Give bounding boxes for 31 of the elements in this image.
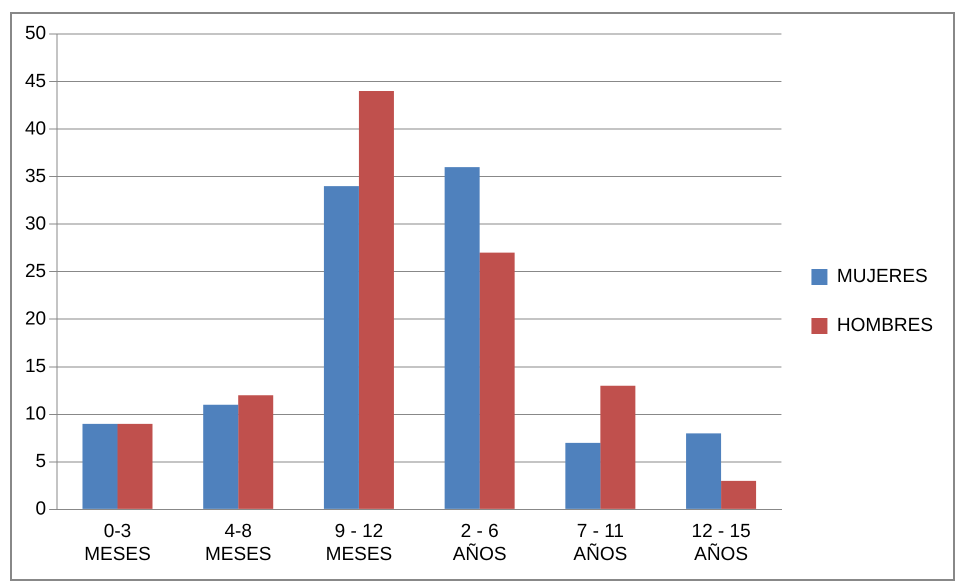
x-tick-label: 7 - 11 AÑOS [573,521,628,565]
bar [358,91,394,509]
y-tick-label: 45 [24,70,46,92]
bar [238,395,274,509]
x-tick-label: 4-8 MESES [204,521,272,565]
bar [480,252,515,509]
bar [686,433,722,509]
bar [117,424,152,509]
legend-label: HOMBRES [836,315,934,336]
y-tick-label: 35 [24,166,46,187]
y-tick-label: 5 [36,451,46,472]
y-tick-label: 10 [24,404,46,425]
x-tick-label: 12 - 15 AÑOS [691,521,751,565]
bar [82,424,118,509]
x-tick-label: 2 - 6 AÑOS [452,521,507,565]
bar [565,442,600,509]
y-tick-label: 15 [24,356,46,378]
y-tick-label: 25 [24,260,46,282]
x-tick-label: 9 - 12 MESES [326,521,392,565]
bar [324,186,359,509]
bar [444,167,480,509]
bar [721,480,756,509]
legend-label: MUJERES [836,266,928,288]
y-tick-label: 40 [24,118,46,140]
y-tick-label: 30 [24,213,46,234]
y-tick-label: 0 [36,498,46,520]
x-tick-label: 0-3 MESES [84,521,151,565]
y-tick-label: 20 [24,308,46,330]
bar [203,404,238,509]
bar [600,386,636,509]
y-tick-label: 50 [24,23,46,44]
